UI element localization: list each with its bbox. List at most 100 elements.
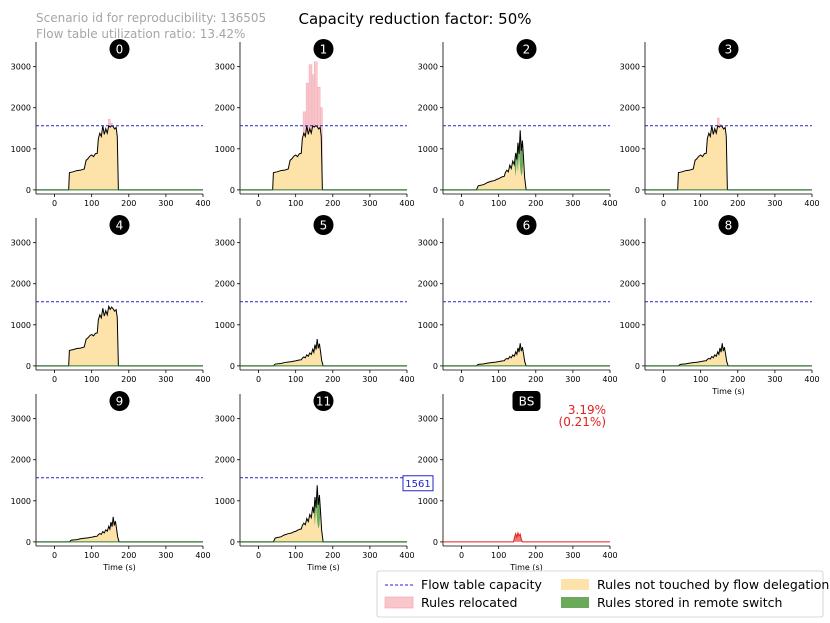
y-tick-label: 1000 [620,321,640,330]
switch-label-badge [718,215,739,235]
x-tick-label: 100 [84,199,99,208]
x-tick-label: 0 [459,375,464,384]
y-tick-label: 1000 [11,145,31,154]
y-tick-label: 1000 [418,145,438,154]
x-tick-label: 0 [256,551,261,560]
x-tick-label: 200 [121,375,136,384]
x-tick-label: 400 [399,375,414,384]
y-tick-label: 2000 [11,104,31,113]
legend-relocated-swatch [384,596,414,609]
legend-untouched-swatch [561,579,589,590]
y-tick-label: 3000 [418,239,438,248]
x-tick-label: 400 [195,375,210,384]
switch-label-badge [109,391,130,411]
x-tick-label: 400 [804,199,819,208]
switch-label: 1 [320,43,328,57]
y-tick-label: 0 [230,362,235,371]
figure-title: Capacity reduction factor: 50% [298,10,531,28]
y-tick-label: 0 [635,186,640,195]
panel-4: 0 1000 2000 3000 0 100 200 300 400 4 [11,215,211,384]
panel-8: 0 1000 2000 3000 0 100 200 300 400 Time (s) 8 [620,215,820,396]
x-tick-label: 0 [459,551,464,560]
y-tick-label: 2000 [418,280,438,289]
switch-label: BS [519,395,535,409]
switch-label: 11 [316,395,331,409]
y-tick-label: 3000 [215,415,235,424]
capacity-value-label: 1561 [405,479,430,490]
x-tick-label: 100 [84,375,99,384]
y-tick-label: 0 [433,362,438,371]
x-tick-label: 400 [399,551,414,560]
y-tick-label: 1000 [215,145,235,154]
x-tick-label: 300 [362,199,377,208]
switch-label-badge [313,215,334,235]
legend-capacity-label: Flow table capacity [421,577,543,592]
remote-area [443,130,610,190]
switch-label-badge [512,391,541,411]
remote-area [240,485,407,542]
x-tick-label: 400 [195,199,210,208]
x-tick-label: 100 [693,375,708,384]
legend-remote-label: Rules stored in remote switch [597,595,782,610]
panel-5: 0 1000 2000 3000 0 100 200 300 400 5 [215,215,415,384]
x-tick-label: 100 [491,199,506,208]
bs-area [443,532,610,542]
y-tick-label: 3000 [620,239,640,248]
x-axis-label: Time (s) [102,563,136,572]
y-tick-label: 0 [26,362,31,371]
bs-annotation-1: (0.21%) [559,415,606,429]
x-tick-label: 400 [804,375,819,384]
untouched-area [36,516,203,542]
y-tick-label: 2000 [418,456,438,465]
untouched-area [240,506,407,542]
x-tick-label: 200 [121,199,136,208]
switch-label: 0 [116,43,124,57]
x-tick-label: 200 [325,199,340,208]
switch-label: 3 [725,43,733,57]
y-tick-label: 0 [635,362,640,371]
y-tick-label: 2000 [11,280,31,289]
y-tick-label: 3000 [11,239,31,248]
x-tick-label: 0 [256,199,261,208]
bs-line [443,531,610,543]
switch-label: 4 [116,219,124,233]
untouched-area [240,125,407,190]
x-tick-label: 300 [565,199,580,208]
x-tick-label: 0 [52,199,57,208]
x-axis-label: Time (s) [306,563,340,572]
utilization-ratio-text: Flow table utilization ratio: 13.42% [36,27,245,41]
untouched-area [443,153,610,190]
x-tick-label: 400 [602,551,617,560]
panel-2: 0 1000 2000 3000 0 100 200 300 400 2 [418,39,618,208]
rules-line [443,343,610,367]
x-tick-label: 300 [362,551,377,560]
x-tick-label: 200 [528,551,543,560]
panel-0: 0 1000 2000 3000 0 100 200 300 400 0 [11,39,211,208]
y-tick-label: 0 [230,186,235,195]
x-tick-label: 100 [491,551,506,560]
x-tick-label: 200 [325,551,340,560]
switch-label-badge [109,215,130,235]
rules-line [36,516,203,543]
x-tick-label: 0 [661,375,666,384]
capacity-value-box [402,475,434,492]
untouched-area [645,343,812,366]
x-tick-label: 200 [325,375,340,384]
y-tick-label: 1000 [418,497,438,506]
x-tick-label: 0 [52,375,57,384]
x-tick-label: 400 [602,199,617,208]
y-tick-label: 2000 [620,280,640,289]
untouched-area [36,306,203,366]
x-tick-label: 300 [362,375,377,384]
y-tick-label: 1000 [620,145,640,154]
panel-6: 0 1000 2000 3000 0 100 200 300 400 6 [418,215,618,384]
legend: Flow table capacity Rules relocated Rule… [376,570,829,618]
y-tick-label: 2000 [215,280,235,289]
y-tick-label: 0 [433,186,438,195]
untouched-area [240,339,407,366]
y-tick-label: 2000 [215,104,235,113]
panel-9: 0 1000 2000 3000 0 100 200 300 400 Time (s) 9 [11,391,211,572]
x-tick-label: 300 [565,375,580,384]
bs-annotation-0: 3.19% [568,403,606,417]
y-tick-label: 3000 [215,239,235,248]
